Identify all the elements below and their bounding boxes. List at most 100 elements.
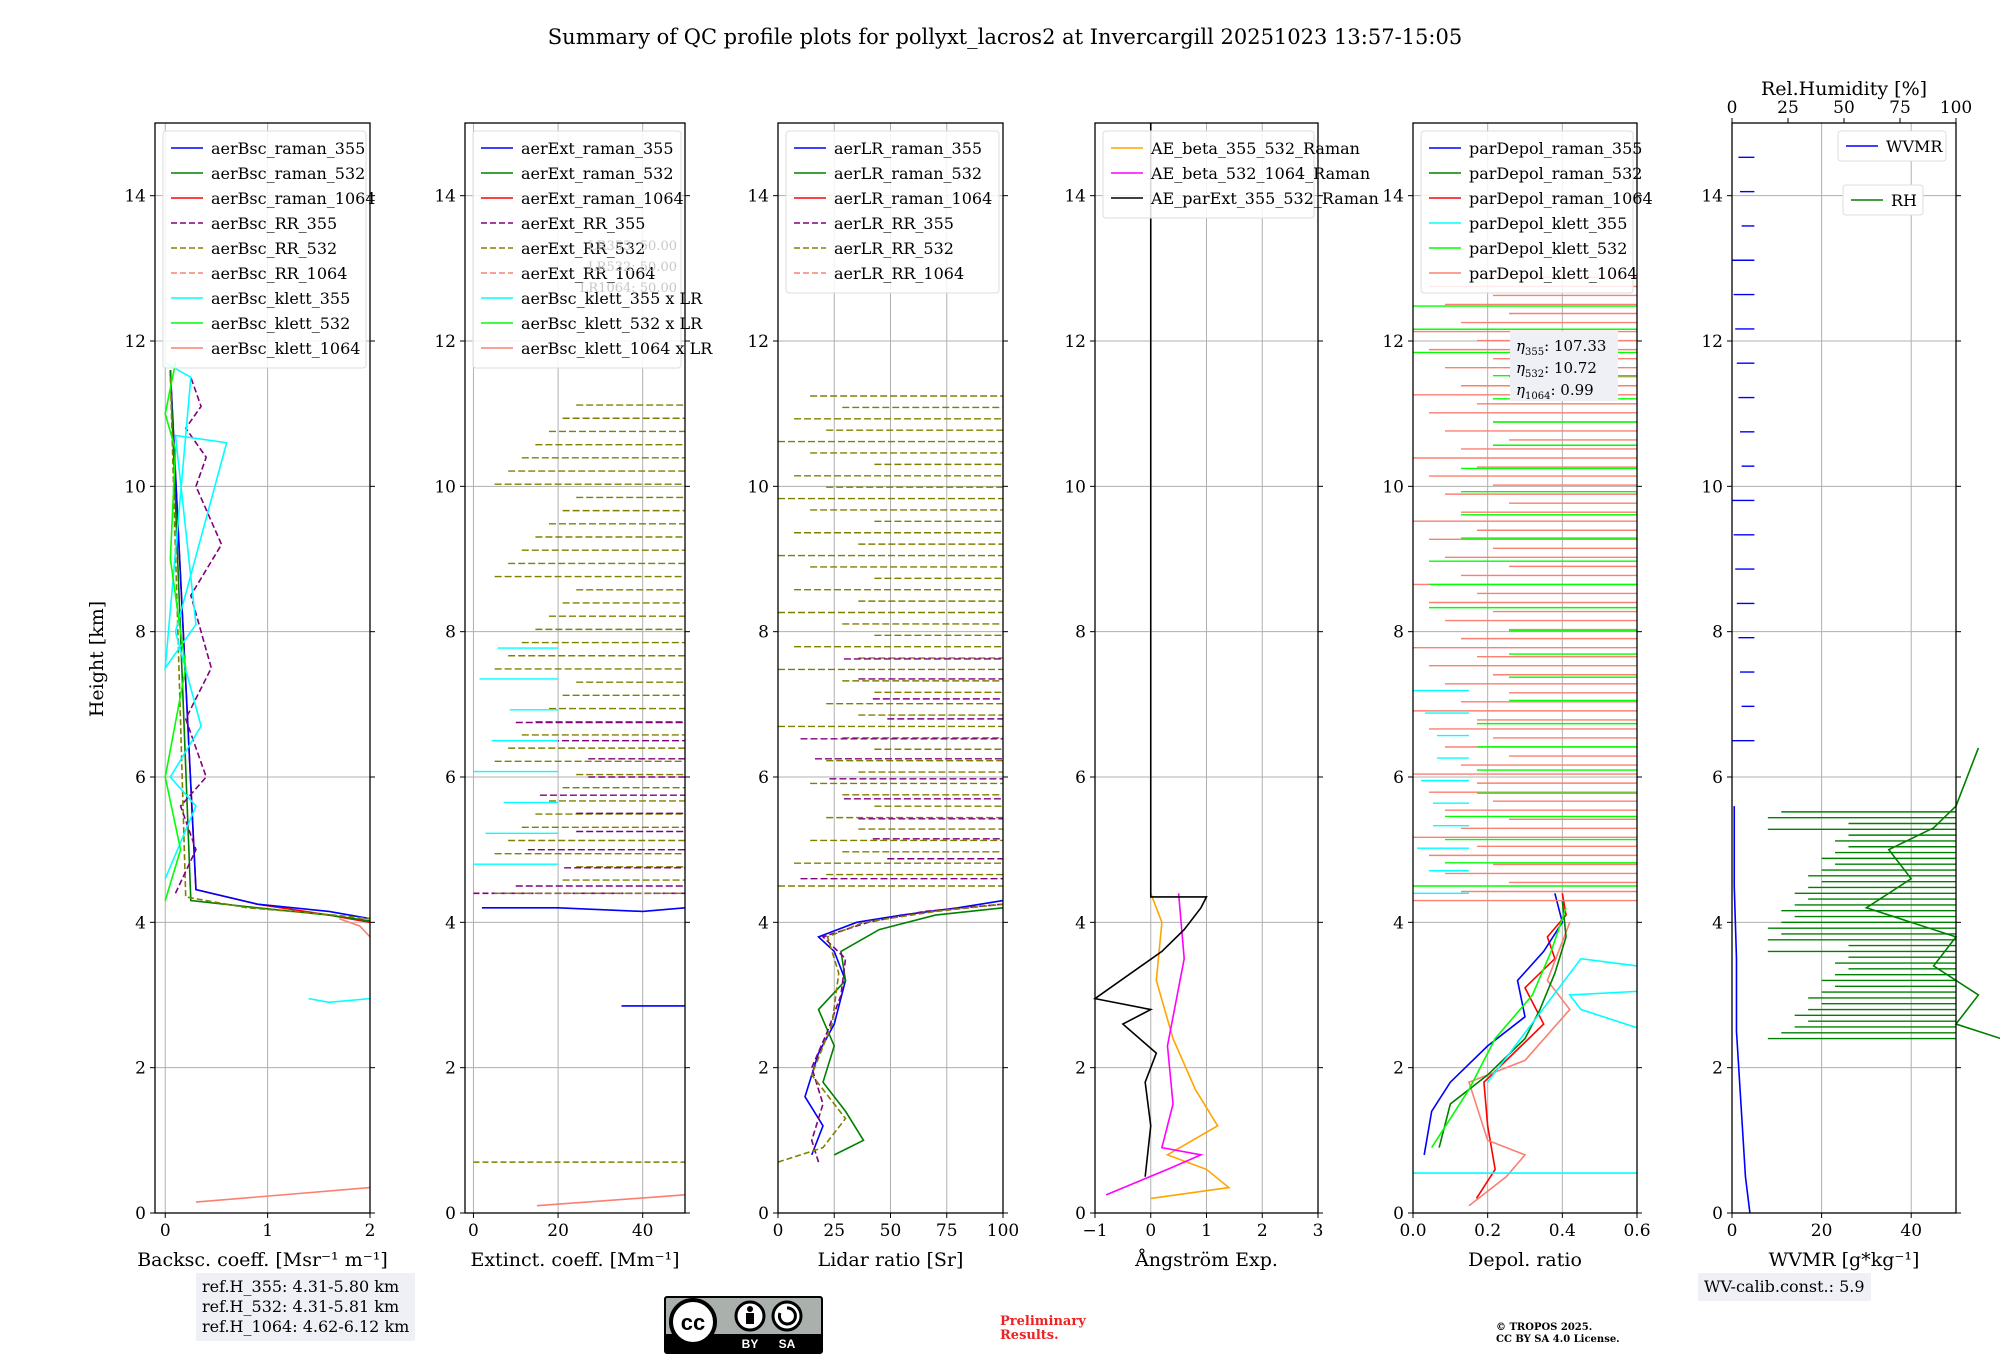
y-tick-label: 2 bbox=[1393, 1059, 1404, 1079]
y-tick-label: 4 bbox=[758, 913, 769, 933]
legend-label: aerExt_raman_532 bbox=[521, 164, 674, 183]
x-axis-label: WVMR [g*kg⁻¹] bbox=[1769, 1249, 1920, 1271]
figure-title: Summary of QC profile plots for pollyxt_… bbox=[548, 25, 1462, 49]
x-tick-label: 100 bbox=[987, 1221, 1019, 1241]
x-tick-label: 0 bbox=[1727, 1221, 1738, 1241]
y-tick-label: 12 bbox=[1701, 332, 1723, 352]
axes-frame bbox=[777, 122, 1004, 1214]
y-tick-label: 14 bbox=[1064, 187, 1086, 207]
x-tick-label: 0 bbox=[160, 1221, 171, 1241]
legend-label: aerLR_RR_355 bbox=[834, 214, 954, 233]
legend-label: aerBsc_raman_355 bbox=[211, 139, 365, 158]
eta-label: η532: 10.72 bbox=[1516, 359, 1597, 380]
copyright-note: © TROPOS 2025. CC BY SA 4.0 License. bbox=[1496, 1322, 1620, 1346]
series-aerBsc_raman_355 bbox=[169, 370, 371, 920]
preliminary-line-2: Results. bbox=[1000, 1328, 1059, 1343]
y-tick-label: 4 bbox=[445, 913, 456, 933]
legend-label: aerLR_RR_1064 bbox=[834, 264, 964, 283]
y-tick-label: 4 bbox=[135, 913, 146, 933]
y-tick-label: 8 bbox=[758, 623, 769, 643]
legend-frame bbox=[785, 130, 1000, 294]
y-tick-label: 6 bbox=[445, 768, 456, 788]
x2-tick-label: 100 bbox=[1940, 98, 1972, 118]
legend-label: aerExt_RR_532 bbox=[521, 239, 645, 258]
x-axis-label: Depol. ratio bbox=[1468, 1249, 1582, 1271]
panel-wvmr: 0 2 4 6 8 10 12 14 0 20 40 WVMR [g*kg⁻¹] 0 25 50 75 100 R… bbox=[1701, 78, 2000, 1271]
legend-label: aerLR_RR_532 bbox=[834, 239, 954, 258]
y-tick-label: 4 bbox=[1712, 913, 1723, 933]
y-tick-label: 8 bbox=[445, 623, 456, 643]
x-tick-label: 20 bbox=[547, 1221, 569, 1241]
series-parDepol_raman_1064 bbox=[1475, 893, 1567, 1199]
x-tick-label: 0.0 bbox=[1399, 1221, 1426, 1241]
x-axis-label: Extinct. coeff. [Mm⁻¹] bbox=[470, 1249, 679, 1271]
series-parDepol_klett_1064 bbox=[1468, 922, 1571, 1207]
y-tick-label: 12 bbox=[1064, 332, 1086, 352]
x-tick-label: 0 bbox=[1145, 1221, 1156, 1241]
lr-note: LR1064: 50.00 bbox=[580, 281, 677, 296]
legend-label: aerLR_raman_532 bbox=[834, 164, 982, 183]
series-aerLR_RR_355 bbox=[810, 903, 1004, 1163]
series-aerExt_raman_355_b bbox=[481, 906, 686, 913]
y-tick-label: 10 bbox=[124, 477, 146, 497]
panel-lidar_ratio: 0 2 4 6 8 10 12 14 0 25 50 75 100 Lidar ratio [Sr] aer… bbox=[747, 122, 1019, 1271]
legend: aerBsc_raman_355 aerBsc_raman_532 aerBsc_r… bbox=[162, 130, 376, 369]
legend-label: parDepol_klett_1064 bbox=[1469, 264, 1638, 283]
legend-label: parDepol_raman_1064 bbox=[1469, 189, 1653, 208]
y-tick-label: 10 bbox=[1064, 477, 1086, 497]
eta-label: η1064: 0.99 bbox=[1516, 381, 1594, 402]
legend-frame bbox=[1102, 130, 1315, 219]
x-tick-label: 40 bbox=[1900, 1221, 1922, 1241]
copyright-line-2: CC BY SA 4.0 License. bbox=[1496, 1334, 1620, 1345]
legend-label: aerBsc_klett_1064 x LR bbox=[521, 339, 713, 358]
y-axis-label: Height [km] bbox=[86, 601, 108, 717]
eta-box bbox=[1510, 331, 1618, 401]
y-tick-label: 10 bbox=[1382, 477, 1404, 497]
y-tick-label: 4 bbox=[1393, 913, 1404, 933]
series-AE_beta_355_532_Raman bbox=[1150, 892, 1231, 1200]
y-tick-label: 2 bbox=[1075, 1059, 1086, 1079]
ref-height-355: ref.H_355: 4.31-5.80 km bbox=[202, 1277, 400, 1296]
cc-logo-icon: cc BY SA bbox=[666, 1298, 821, 1352]
series-aerLR_RR_532 bbox=[777, 903, 1004, 1163]
y-tick-label: 6 bbox=[1393, 768, 1404, 788]
legend: aerLR_raman_355 aerLR_raman_532 aerLR_rama… bbox=[785, 130, 1000, 294]
legend-frame bbox=[472, 130, 682, 369]
x-tick-label: 25 bbox=[823, 1221, 845, 1241]
legend-label: aerBsc_klett_532 bbox=[211, 314, 350, 333]
y-tick-label: 8 bbox=[1075, 623, 1086, 643]
legend-label: aerBsc_klett_355 x LR bbox=[521, 289, 703, 308]
legend-label: parDepol_klett_355 bbox=[1469, 214, 1627, 233]
legend-label: aerBsc_klett_1064 bbox=[211, 339, 360, 358]
x-tick-label: 0.6 bbox=[1623, 1221, 1650, 1241]
y-tick-label: 2 bbox=[758, 1059, 769, 1079]
x-tick-label: 0 bbox=[773, 1221, 784, 1241]
x-tick-label: 1 bbox=[1201, 1221, 1212, 1241]
series-aerLR_raman_532 bbox=[817, 907, 1004, 1156]
cc-license-badge: cc BY SA bbox=[664, 1296, 823, 1354]
y-tick-label: 4 bbox=[1075, 913, 1086, 933]
series-WVMR bbox=[1733, 806, 1751, 1214]
y-tick-label: 2 bbox=[1712, 1059, 1723, 1079]
x2-tick-label: 25 bbox=[1777, 98, 1799, 118]
eta-label: η355: 107.33 bbox=[1516, 337, 1606, 358]
y-tick-label: 14 bbox=[1382, 187, 1404, 207]
x-tick-label: 0 bbox=[468, 1221, 479, 1241]
y-tick-label: 6 bbox=[135, 768, 146, 788]
y-tick-label: 8 bbox=[1712, 623, 1723, 643]
y-tick-label: 6 bbox=[758, 768, 769, 788]
x-axis-label: Backsc. coeff. [Msr⁻¹ m⁻¹] bbox=[137, 1249, 388, 1271]
x2-tick-label: 75 bbox=[1889, 98, 1911, 118]
y-tick-label: 12 bbox=[1382, 332, 1404, 352]
legend: parDepol_raman_355 parDepol_raman_532 parD… bbox=[1420, 130, 1653, 294]
y-tick-label: 0 bbox=[135, 1204, 146, 1224]
x-tick-label: 0.4 bbox=[1549, 1221, 1576, 1241]
x2-tick-label: 0 bbox=[1727, 98, 1738, 118]
x-tick-label: 75 bbox=[936, 1221, 958, 1241]
y-tick-label: 10 bbox=[434, 477, 456, 497]
panel-depol: 0 2 4 6 8 10 12 14 0.0 0.2 0.4 0.6 Depol. ratio parDe… bbox=[1382, 122, 1653, 1271]
panel-extinction: 0 2 4 6 8 10 12 14 0 20 40 Extinct. coeff. [Mm⁻¹] ae… bbox=[434, 122, 713, 1271]
